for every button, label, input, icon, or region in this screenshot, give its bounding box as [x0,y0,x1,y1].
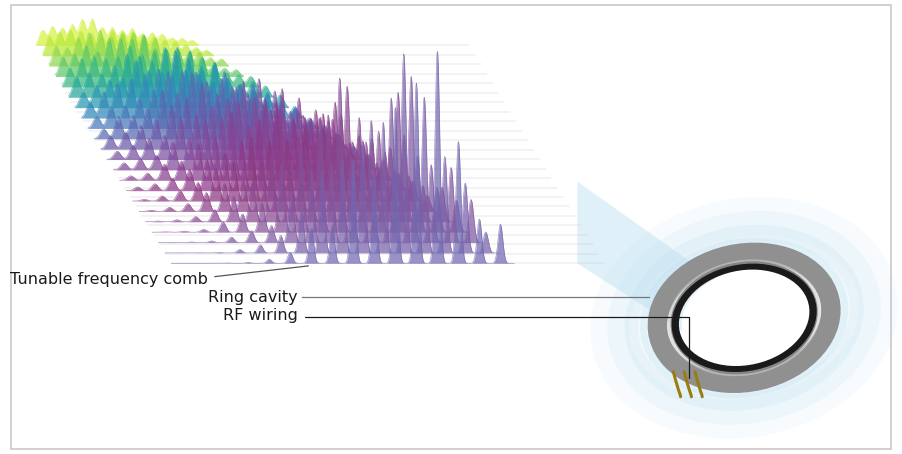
Text: Ring cavity: Ring cavity [208,290,298,305]
Text: RF wiring: RF wiring [223,308,298,323]
Text: Tunable frequency comb: Tunable frequency comb [10,271,207,287]
Polygon shape [577,182,718,354]
Ellipse shape [682,271,806,365]
